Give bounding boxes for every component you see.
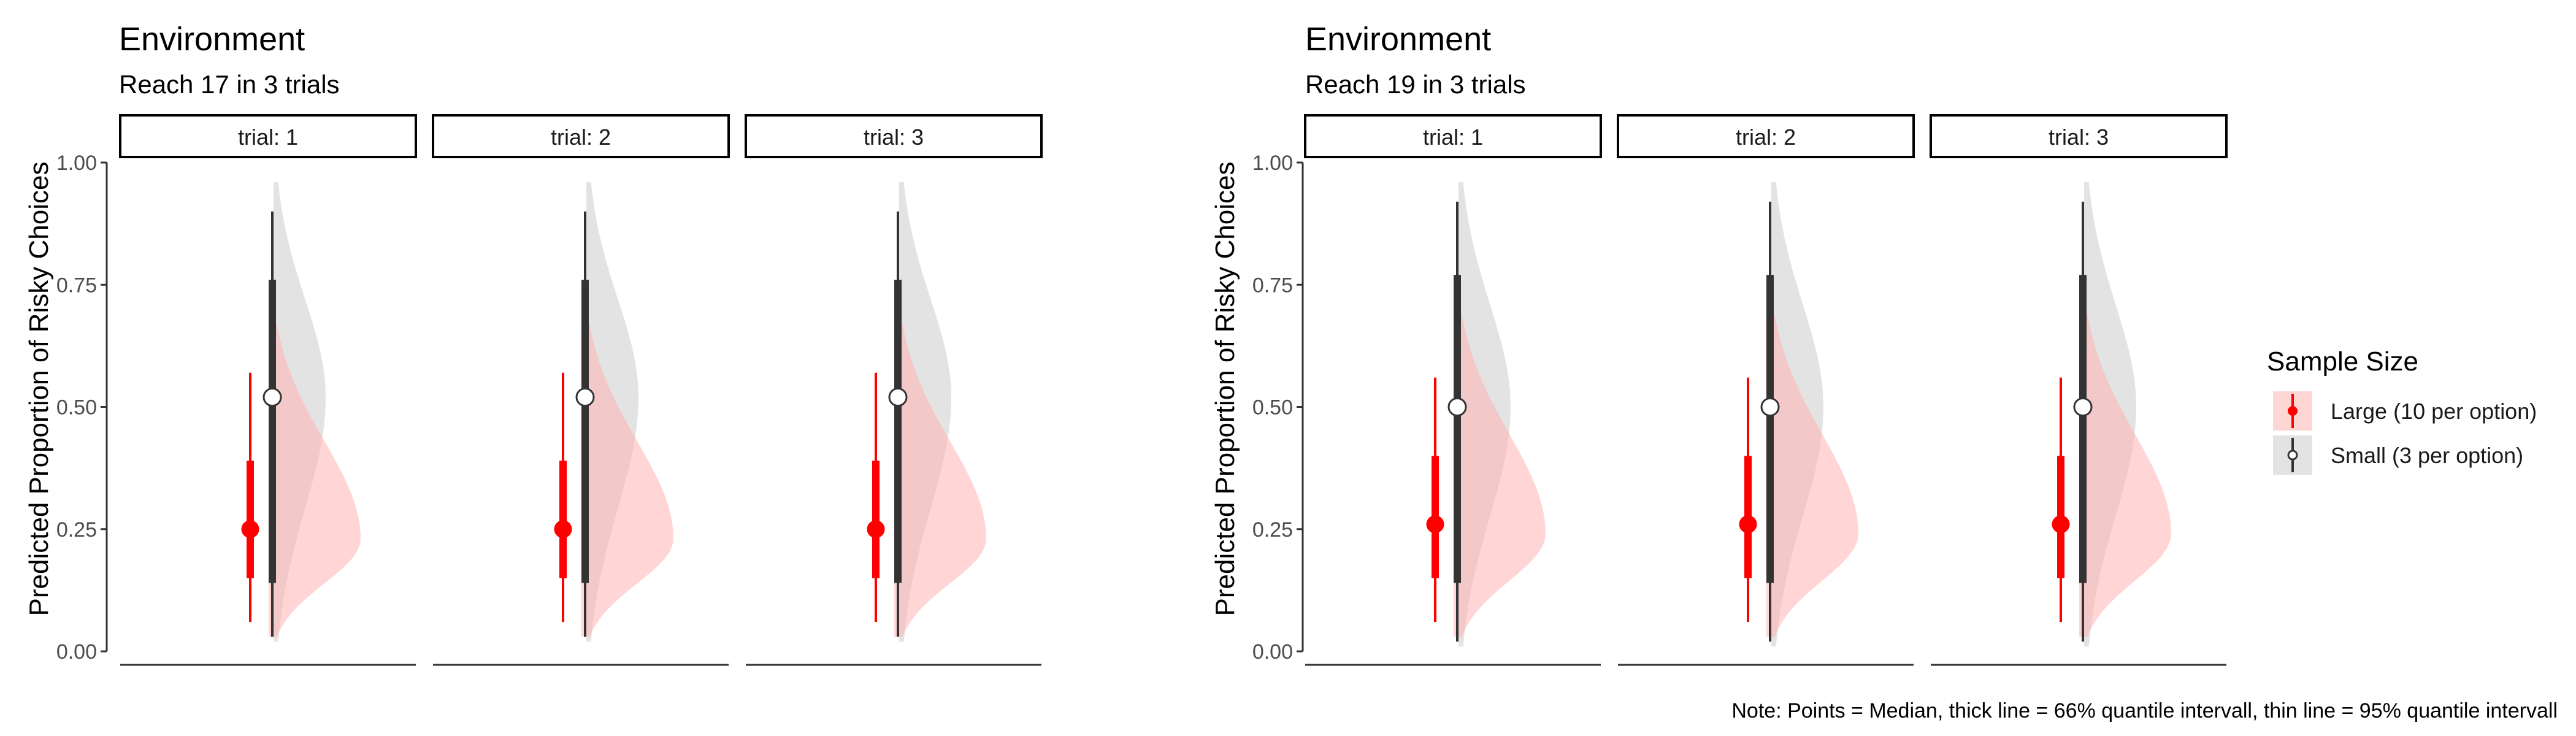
violin-large — [1766, 314, 1858, 637]
median-point-large — [554, 520, 572, 539]
chart-1-facet-2: trial: 2 — [432, 114, 730, 666]
facet-strip — [1930, 114, 2228, 158]
chart-2-facet-1: trial: 1 — [1304, 114, 1602, 666]
y-tick-label: 0.75 — [56, 274, 97, 297]
y-tick-label: 0.00 — [1252, 640, 1293, 664]
violin-large — [1454, 314, 1546, 637]
chart-2: Environment Reach 19 in 3 trials Predict… — [1210, 21, 2228, 666]
violin-large — [2079, 314, 2171, 637]
y-tick-label: 0.50 — [1252, 396, 1293, 420]
violin-large — [269, 324, 361, 637]
y-tick-label: 0.50 — [56, 396, 97, 420]
legend-item-small: Small (3 per option) — [2273, 435, 2523, 475]
median-point-large — [241, 520, 259, 539]
facet-strip — [745, 114, 1043, 158]
facet-strip-label: trial: 2 — [551, 125, 611, 150]
y-tick-label: 1.00 — [56, 151, 97, 175]
chart-2-y-axis: 0.00 0.25 0.50 0.75 1.00 — [1252, 151, 1304, 664]
legend-title: Sample Size — [2267, 347, 2418, 377]
violin-large — [894, 324, 986, 637]
median-point-small — [888, 388, 908, 407]
y-tick-label: 0.75 — [1252, 274, 1293, 297]
facet-plot-area — [867, 182, 986, 642]
median-point-large — [1739, 515, 1757, 534]
median-point-small — [1447, 397, 1467, 416]
facet-plot-area — [554, 182, 673, 642]
legend-label-small: Small (3 per option) — [2331, 443, 2523, 468]
legend-key-large-point — [2288, 406, 2298, 416]
legend-label-large: Large (10 per option) — [2331, 399, 2537, 424]
facet-strip-label: trial: 2 — [1736, 125, 1796, 150]
chart-1-y-axis-label: Predicted Proportion of Risky Choices — [24, 162, 54, 616]
y-tick-label: 1.00 — [1252, 151, 1293, 175]
facet-plot-area — [241, 182, 361, 642]
median-point-small — [575, 388, 595, 407]
median-point-large — [1426, 515, 1444, 534]
facet-strip-label: trial: 3 — [864, 125, 924, 150]
figure-note: Note: Points = Median, thick line = 66% … — [1731, 699, 2558, 723]
legend: Sample Size Large (10 per option) Small … — [2267, 347, 2537, 475]
chart-1-facet-3: trial: 3 — [745, 114, 1043, 666]
median-point-large — [867, 520, 885, 539]
facet-strip — [1617, 114, 1915, 158]
legend-item-large: Large (10 per option) — [2273, 391, 2537, 431]
y-tick-label: 0.00 — [56, 640, 97, 664]
chart-1-title: Environment — [119, 21, 305, 58]
chart-1-subtitle: Reach 17 in 3 trials — [119, 70, 340, 99]
facet-strip — [1304, 114, 1602, 158]
facet-plot-area — [1739, 182, 1858, 647]
y-tick-label: 0.25 — [56, 518, 97, 542]
chart-1: Environment Reach 17 in 3 trials Predict… — [24, 21, 1043, 666]
y-tick-label: 0.25 — [1252, 518, 1293, 542]
facet-plot-area — [1426, 182, 1546, 647]
facet-strip — [432, 114, 730, 158]
chart-2-subtitle: Reach 19 in 3 trials — [1305, 70, 1526, 99]
chart-2-y-axis-label: Predicted Proportion of Risky Choices — [1210, 162, 1240, 616]
chart-2-title: Environment — [1305, 21, 1491, 58]
legend-key-small-point — [2287, 450, 2298, 461]
facet-strip-label: trial: 3 — [2049, 125, 2109, 150]
median-point-small — [1760, 397, 1780, 416]
median-point-small — [263, 388, 282, 407]
chart-1-facet-1: trial: 1 — [119, 114, 417, 666]
median-point-small — [2073, 397, 2093, 416]
facet-plot-area — [2052, 182, 2171, 647]
chart-2-facet-3: trial: 3 — [1930, 114, 2228, 666]
violin-large — [581, 324, 673, 637]
median-point-large — [2052, 515, 2070, 534]
facet-strip-label: trial: 1 — [1423, 125, 1483, 150]
chart-2-facet-2: trial: 2 — [1617, 114, 1915, 666]
chart-1-y-axis: 0.00 0.25 0.50 0.75 1.00 — [56, 151, 108, 664]
facet-strip-label: trial: 1 — [238, 125, 298, 150]
facet-strip — [119, 114, 417, 158]
